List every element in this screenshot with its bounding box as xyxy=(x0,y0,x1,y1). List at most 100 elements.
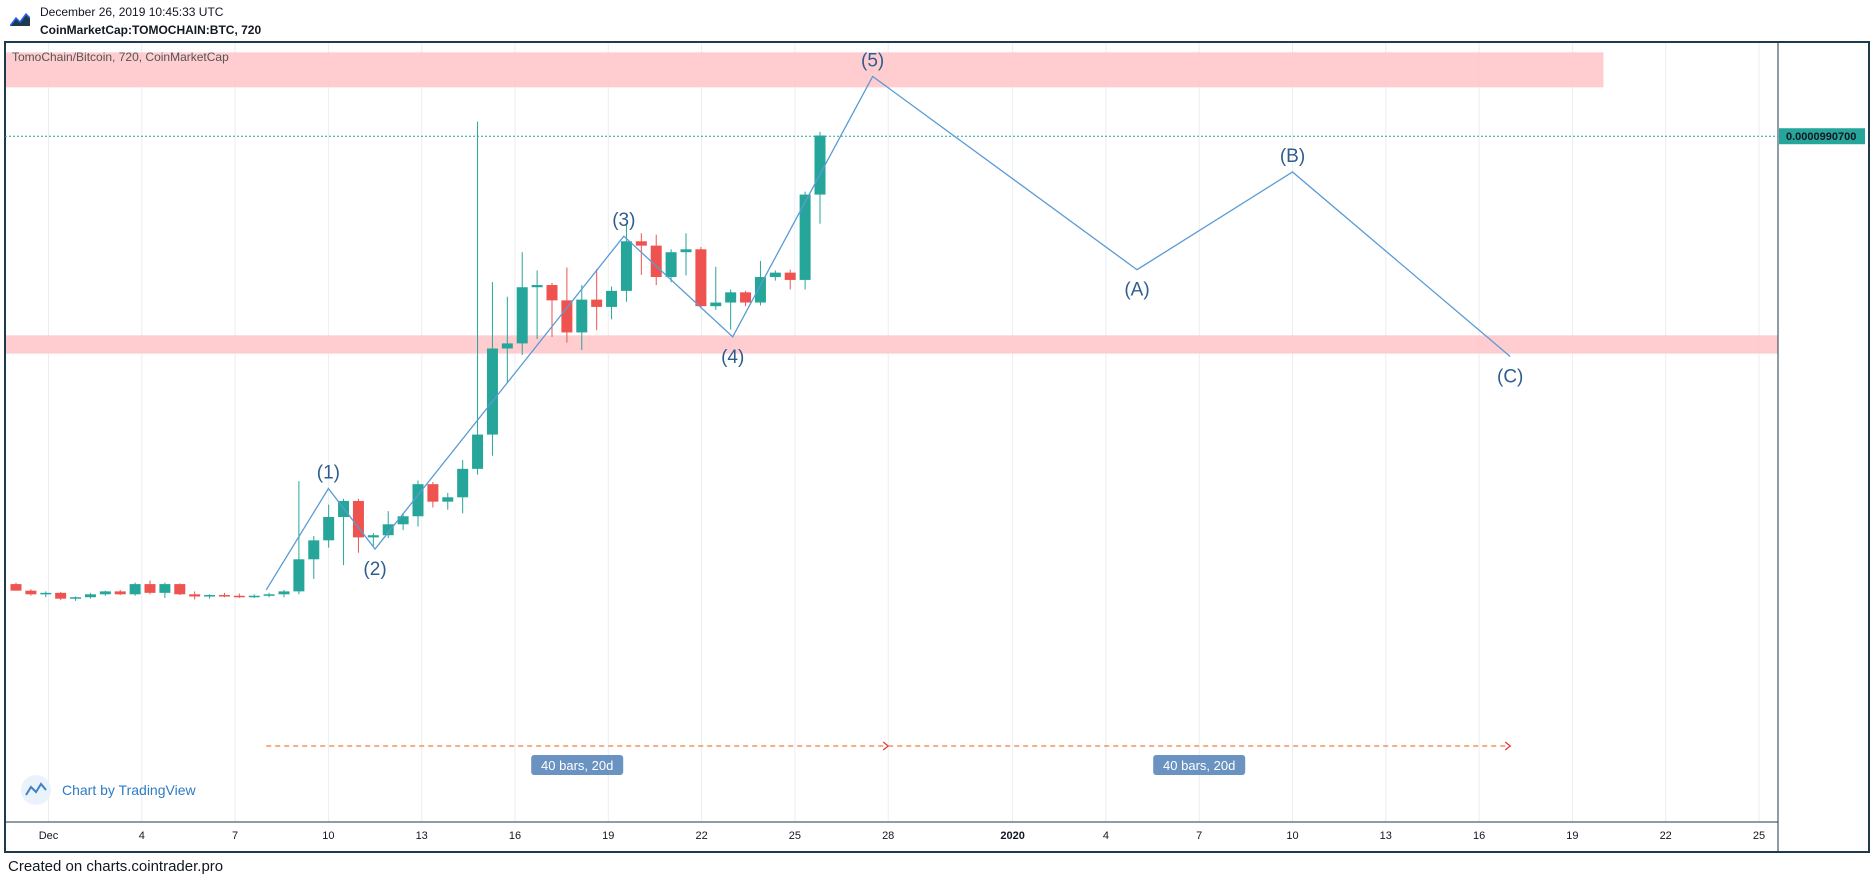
date-ranges: 40 bars, 20d 40 bars, 20d xyxy=(266,741,1512,775)
symbol-label: CoinMarketCap:TOMOCHAIN:BTC, 720 xyxy=(40,23,262,37)
candle-body xyxy=(352,500,364,538)
wave-label: (3) xyxy=(612,210,635,231)
candle-body xyxy=(99,591,111,595)
candle-body xyxy=(531,285,543,288)
candle-body xyxy=(40,592,52,595)
candle-body xyxy=(620,241,632,291)
candles xyxy=(10,121,826,601)
price-zone xyxy=(6,335,1778,354)
chart-title: TomoChain/Bitcoin, 720, CoinMarketCap xyxy=(12,50,229,64)
candle-body xyxy=(10,584,22,591)
candle-body xyxy=(486,348,498,435)
watermark-text: Chart by TradingView xyxy=(62,782,196,798)
price-axis[interactable]: 0.00002500000.00003000000.00003500000.00… xyxy=(5,0,1865,145)
candle-body xyxy=(710,302,722,307)
candle-body xyxy=(442,497,454,502)
candle-body xyxy=(204,595,216,597)
grid xyxy=(48,43,1760,822)
candle-body xyxy=(650,245,662,278)
tradingview-logo-icon xyxy=(10,12,30,26)
candle-body xyxy=(472,434,484,469)
candle-body xyxy=(635,241,647,246)
wave-label: (2) xyxy=(363,559,386,580)
candle-body xyxy=(248,595,260,598)
candle-body xyxy=(665,252,677,278)
tradingview-cloud-icon xyxy=(21,775,51,805)
candle-body xyxy=(55,592,67,599)
candle-body xyxy=(189,594,201,597)
date-tick-label: 7 xyxy=(1196,830,1202,842)
candle-body xyxy=(784,272,796,280)
tradingview-cloud-icon-mark xyxy=(25,782,47,796)
date-tick-label: 16 xyxy=(509,830,521,842)
wave-line xyxy=(265,75,1511,591)
elliott-wave: (1) (2) (3) (4) (5) (A) (B) (C) xyxy=(265,50,1523,591)
candle-body xyxy=(367,535,379,538)
date-tick-label: 19 xyxy=(1566,830,1578,842)
chart-header: December 26, 2019 10:45:33 UTC CoinMarke… xyxy=(0,0,1874,42)
candle-body xyxy=(516,287,528,344)
candle-body xyxy=(129,584,141,595)
candle-body xyxy=(114,591,126,595)
candle-body xyxy=(769,272,781,278)
wave-label: (B) xyxy=(1280,146,1305,167)
date-range-label: 40 bars, 20d xyxy=(541,758,613,773)
candle-body xyxy=(25,590,37,595)
date-tick-label: 2020 xyxy=(1000,830,1024,842)
tradingview-watermark[interactable]: Chart by TradingView xyxy=(21,775,196,805)
date-tick-label: 22 xyxy=(1660,830,1672,842)
time-axis[interactable]: Dec 4 7 10 13 16 19 22 25 28 2020 4 7 10 13 16 19 22 25 xyxy=(39,830,1765,842)
date-tick-label: 16 xyxy=(1473,830,1485,842)
candle-body xyxy=(263,594,275,596)
candle-body xyxy=(725,292,737,303)
candle-body xyxy=(799,194,811,280)
date-tick-label: 10 xyxy=(322,830,334,842)
footer-credit: Created on charts.cointrader.pro xyxy=(8,858,224,875)
candle-body xyxy=(293,559,305,592)
wave-label: (A) xyxy=(1124,280,1149,301)
wave-label: (1) xyxy=(317,463,340,484)
last-price-label: 0.0000990700 xyxy=(1786,131,1856,143)
date-tick-label: 28 xyxy=(882,830,894,842)
candle-body xyxy=(501,343,513,349)
candle-body xyxy=(218,595,230,597)
candle-body xyxy=(680,249,692,253)
wave-label: (C) xyxy=(1497,367,1523,388)
date-tick-label: 25 xyxy=(1753,830,1765,842)
date-tick-label: 13 xyxy=(416,830,428,842)
candle-body xyxy=(740,292,752,303)
date-tick-label: 25 xyxy=(789,830,801,842)
candle-body xyxy=(546,285,558,301)
candle-body xyxy=(754,277,766,303)
candle-body xyxy=(606,290,618,307)
candle-body xyxy=(427,484,439,502)
candle-body xyxy=(814,135,826,195)
candle-body xyxy=(457,468,469,498)
date-tick-label: Dec xyxy=(39,830,59,842)
date-range-badge xyxy=(1153,755,1246,775)
candle-body xyxy=(278,591,290,595)
date-tick-label: 13 xyxy=(1380,830,1392,842)
wave-label: (4) xyxy=(721,347,744,368)
candle-body xyxy=(174,584,186,595)
date-range-badge xyxy=(531,755,624,775)
candle-body xyxy=(323,516,335,541)
date-tick-label: 19 xyxy=(602,830,614,842)
date-tick-label: 4 xyxy=(139,830,145,842)
candle-body xyxy=(695,249,707,307)
date-tick-label: 10 xyxy=(1286,830,1298,842)
date-range-arrowhead xyxy=(1504,741,1512,751)
candle-body xyxy=(84,594,96,598)
candle-body xyxy=(561,300,573,333)
candle-body xyxy=(591,299,603,307)
chart-frame xyxy=(4,41,1870,853)
date-range-label: 40 bars, 20d xyxy=(1163,758,1235,773)
candle-body xyxy=(308,540,320,560)
candle-body xyxy=(382,524,394,536)
candle-body xyxy=(576,299,588,333)
candle-body xyxy=(144,584,156,593)
price-zone xyxy=(6,52,1604,88)
wave-label: (5) xyxy=(861,50,884,71)
date-tick-label: 22 xyxy=(695,830,707,842)
